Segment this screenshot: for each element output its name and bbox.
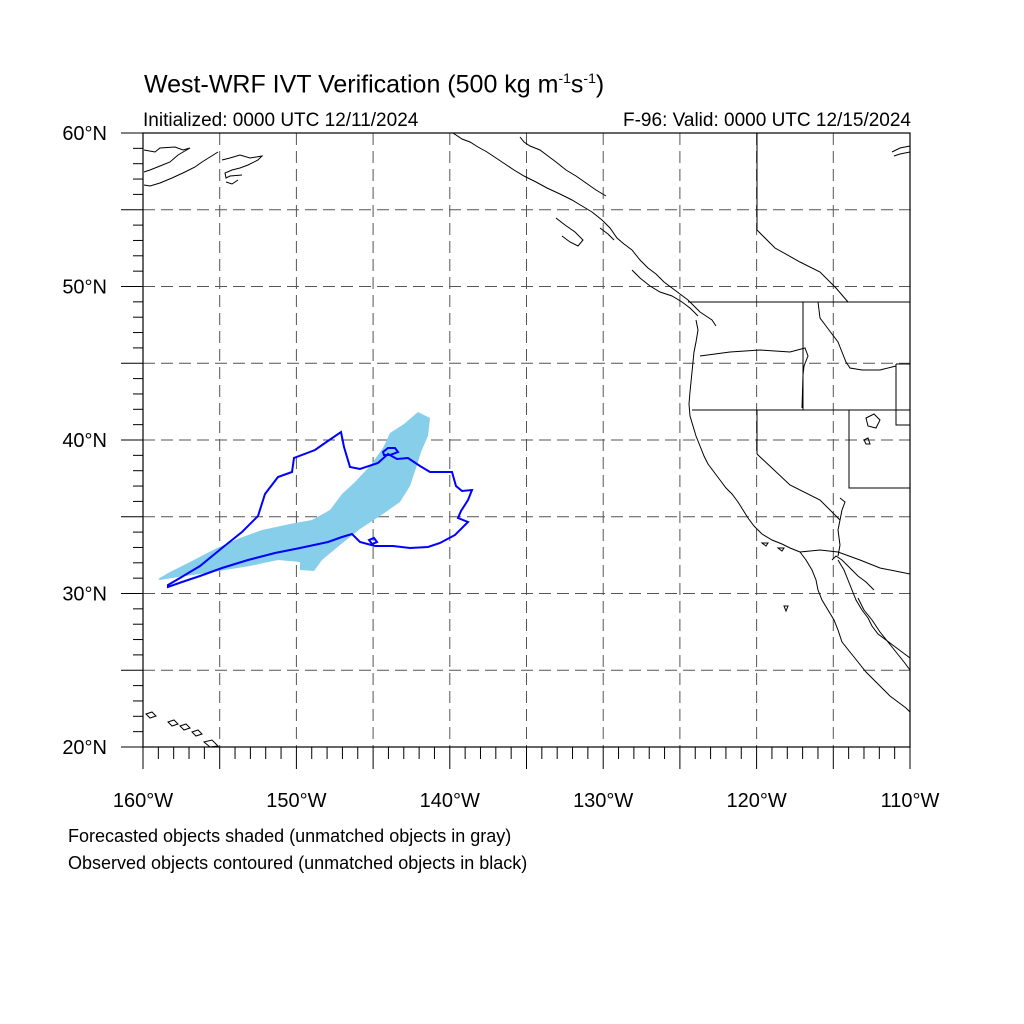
coastline-and-borders [143,132,911,748]
valid-time-label: F-96: Valid: 0000 UTC 12/15/2024 [623,110,911,131]
map-title: West-WRF IVT Verification (500 kg m-1s-1… [144,70,604,99]
latitude-label: 50°N [62,277,107,299]
observed-object-contour [167,430,474,589]
forecast-object-shading [158,412,430,580]
longitude-label: 160°W [113,790,173,812]
initialized-label: Initialized: 0000 UTC 12/11/2024 [143,110,419,131]
legend-note-observed: Observed objects contoured (unmatched ob… [68,853,528,873]
title-text-end: ) [595,70,605,99]
lat-lon-grid [143,133,910,747]
latitude-label: 30°N [62,584,107,606]
longitude-label: 110°W [881,790,940,812]
title-text-mid: s [570,70,584,99]
legend-note-forecast: Forecasted objects shaded (unmatched obj… [68,826,512,846]
longitude-label: 140°W [420,790,480,812]
latitude-label: 20°N [62,737,107,759]
latitude-label: 40°N [62,430,107,452]
axis-labels: 60°N 50°N 40°N 30°N 20°N 160°W 150°W 140°W 130°W… [62,123,939,812]
longitude-label: 130°W [573,790,633,812]
observed-inner-contour [367,447,400,546]
longitude-label: 150°W [266,790,326,812]
title-text: West-WRF IVT Verification (500 kg m [144,70,559,99]
latitude-label: 60°N [62,123,107,145]
axis-ticks [121,132,911,769]
title-sup-2: -1 [583,70,596,86]
title-sup-1: -1 [558,70,571,86]
longitude-label: 120°W [726,790,786,812]
